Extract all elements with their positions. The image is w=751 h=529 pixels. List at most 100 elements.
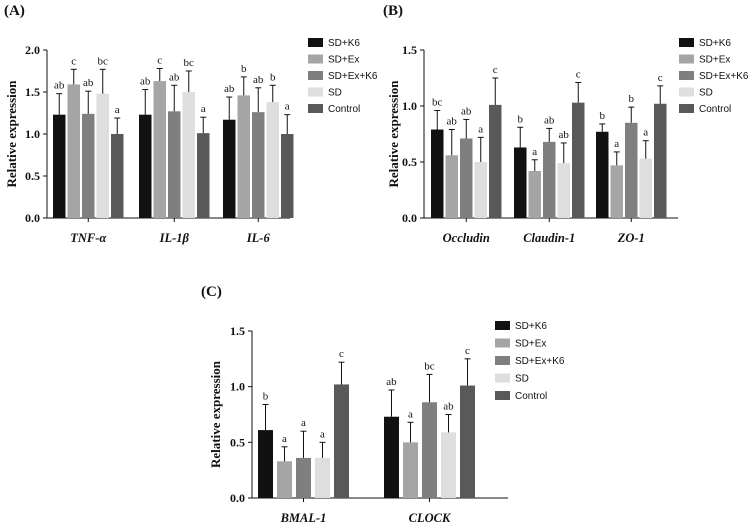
category-label: Occludin — [443, 231, 490, 245]
y-tick-label: 0.5 — [25, 169, 40, 183]
significance-label: c — [71, 55, 76, 67]
bar — [474, 162, 487, 218]
significance-label: a — [478, 123, 483, 135]
legend-label: Control — [699, 104, 731, 115]
bar — [528, 170, 541, 218]
bar — [258, 430, 273, 498]
panel-label: (B) — [383, 3, 403, 19]
legend-swatch — [495, 391, 510, 400]
y-axis-label: Relative expression — [208, 360, 223, 468]
legend-swatch — [495, 321, 510, 330]
significance-label: ab — [559, 129, 570, 141]
significance-label: a — [643, 127, 648, 139]
legend-label: SD+Ex — [328, 55, 359, 66]
significance-label: a — [614, 138, 619, 150]
legend-label: SD+Ex+K6 — [515, 356, 565, 367]
bar — [53, 114, 66, 218]
category-label: CLOCK — [409, 511, 452, 525]
significance-label: c — [465, 345, 470, 357]
bar — [67, 84, 80, 218]
bar — [281, 134, 294, 218]
significance-label: c — [157, 54, 162, 66]
bar — [403, 442, 418, 498]
legend-swatch — [308, 71, 323, 80]
significance-label: bc — [98, 55, 109, 67]
legend-label: SD — [699, 88, 713, 99]
y-tick-label: 1.0 — [230, 380, 245, 394]
bar — [139, 114, 152, 218]
significance-label: ab — [443, 401, 454, 413]
y-tick-label: 1.0 — [25, 127, 40, 141]
category-label: BMAL-1 — [280, 511, 327, 525]
legend: SD+K6 SD+Ex SD+Ex+K6 SD Control — [495, 321, 565, 402]
legend-label: SD+Ex+K6 — [328, 71, 378, 82]
significance-label: bc — [432, 96, 443, 108]
y-tick-label: 0.0 — [402, 211, 417, 225]
significance-label: a — [115, 104, 120, 116]
bar — [654, 103, 667, 218]
bar — [153, 81, 166, 218]
significance-label: ab — [54, 80, 65, 92]
legend-label: SD+Ex+K6 — [699, 71, 749, 82]
bar — [514, 147, 527, 218]
legend-swatch — [495, 338, 510, 348]
significance-label: b — [241, 63, 247, 75]
bar — [277, 461, 292, 498]
legend-swatch — [308, 104, 323, 113]
legend-swatch — [679, 104, 694, 113]
chart-panel-3: (C) Relative expression 0.0 0.5 1.0 1.5 BMAL-1… — [201, 284, 565, 525]
bar — [445, 155, 458, 218]
bar — [543, 141, 556, 218]
bar — [639, 158, 652, 218]
legend-label: SD — [515, 374, 529, 385]
bar — [223, 119, 236, 218]
y-tick-label: 0.5 — [230, 435, 245, 449]
bar — [625, 122, 638, 218]
significance-label: a — [282, 433, 287, 445]
bar — [610, 165, 623, 218]
legend-label: SD+K6 — [515, 321, 547, 332]
bar — [431, 129, 444, 218]
chart-panel-2: (B) Relative expression 0.0 0.5 1.0 1.5 Occlud… — [383, 3, 749, 245]
significance-label: c — [658, 72, 663, 84]
bar — [237, 95, 250, 218]
legend-swatch — [495, 373, 510, 383]
legend-swatch — [679, 54, 694, 64]
significance-label: ab — [253, 74, 264, 86]
panel-label: (A) — [4, 3, 25, 19]
bar — [460, 385, 475, 498]
y-axis-label: Relative expression — [4, 80, 19, 188]
significance-label: a — [301, 417, 306, 429]
bar — [296, 457, 311, 498]
significance-label: a — [532, 146, 537, 158]
significance-label: a — [285, 101, 290, 113]
legend-label: SD+Ex — [515, 339, 546, 350]
legend-swatch — [495, 356, 510, 365]
legend-swatch — [308, 54, 323, 64]
legend-swatch — [679, 38, 694, 47]
significance-label: ab — [169, 71, 180, 83]
significance-label: b — [518, 113, 524, 125]
significance-label: c — [576, 68, 581, 80]
y-tick-label: 1.5 — [402, 43, 417, 57]
bar — [252, 112, 265, 218]
significance-label: ab — [447, 116, 458, 128]
significance-label: bc — [184, 57, 195, 69]
chart-panel-1: (A) Relative expression 0.0 0.5 1.0 1.5 2.0 TNF… — [4, 3, 378, 245]
y-axis-label: Relative expression — [386, 80, 401, 188]
significance-label: ab — [224, 83, 235, 95]
significance-label: c — [493, 64, 498, 76]
y-tick-label: 0.0 — [230, 491, 245, 505]
bar — [384, 416, 399, 498]
bar — [96, 93, 109, 218]
significance-label: c — [339, 348, 344, 360]
legend-label: SD+K6 — [699, 38, 731, 49]
legend-swatch — [679, 71, 694, 80]
bar — [111, 134, 124, 218]
significance-label: a — [320, 428, 325, 440]
category-label: Claudin-1 — [523, 231, 575, 245]
y-tick-label: 1.0 — [402, 99, 417, 113]
bar — [197, 133, 210, 218]
significance-label: b — [270, 71, 276, 83]
bar — [489, 104, 502, 218]
